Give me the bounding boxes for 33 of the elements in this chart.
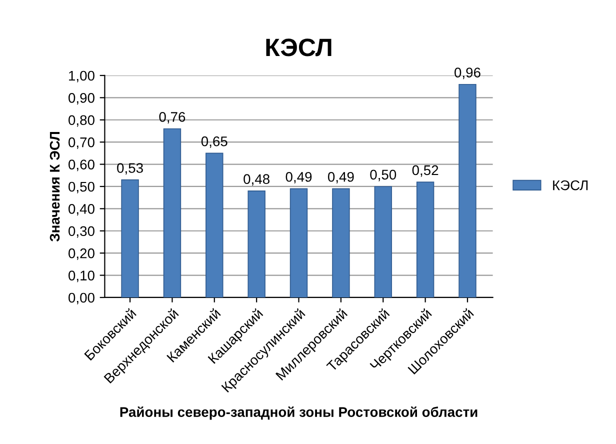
bar [290,188,308,298]
legend-label: КЭСЛ [553,180,588,190]
data-label: 0,96 [454,68,480,80]
y-tick-label: 0,30 [68,226,94,238]
y-tick-label: 0,50 [68,182,94,194]
y-tick-label: 0,00 [68,292,94,304]
bar [121,179,139,298]
data-label: 0,53 [117,163,143,175]
data-label: 0,65 [201,136,228,148]
y-tick-label: 0,70 [68,137,94,149]
data-label: 0,48 [244,174,270,186]
y-tick-label: 0,80 [68,115,94,127]
y-tick-label: 0,20 [68,248,94,260]
y-tick-label: 0,60 [68,160,94,172]
data-label: 0,49 [286,172,312,184]
y-tick-label: 0,40 [68,204,94,216]
bar [416,182,434,298]
data-label: 0,76 [159,112,186,124]
x-axis-title: Районы северо-западной зоны Ростовской области [120,406,478,420]
y-axis-title: Значения К ЭСЛ [50,132,60,242]
y-tick-label: 0,90 [68,93,94,104]
data-label: 0,49 [328,172,354,184]
bar [458,84,476,298]
chart-title: КЭСЛ [266,38,332,56]
bar [163,128,182,298]
bar [332,188,350,298]
bar [248,190,266,298]
data-label: 0,50 [370,170,396,182]
bar [374,186,392,298]
bar [206,152,224,298]
data-label: 0,52 [412,165,438,177]
y-tick-label: 0,10 [68,270,94,282]
y-tick-label: 1,00 [69,70,94,82]
